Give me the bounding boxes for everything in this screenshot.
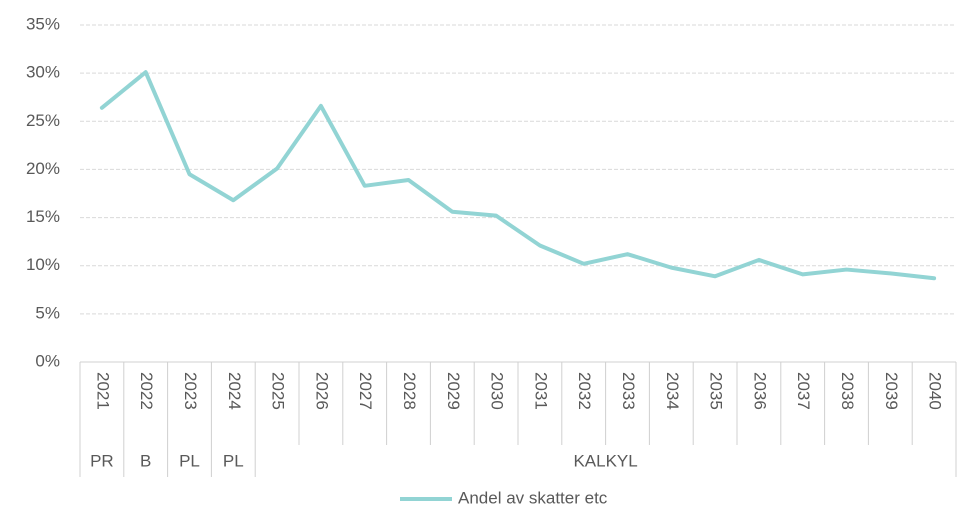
x-tick-label: 2037 bbox=[794, 372, 813, 410]
x-tick-label: 2027 bbox=[356, 372, 375, 410]
x-tick-label: 2035 bbox=[707, 372, 726, 410]
x-tick-label: 2021 bbox=[93, 372, 112, 410]
x-tick-label: 2024 bbox=[225, 372, 244, 410]
y-tick-label: 5% bbox=[35, 303, 60, 322]
x-tick-label: 2023 bbox=[181, 372, 200, 410]
x-tick-label: 2026 bbox=[312, 372, 331, 410]
x-tick-label: 2022 bbox=[137, 372, 156, 410]
legend-label: Andel av skatter etc bbox=[458, 488, 608, 507]
group-label: B bbox=[140, 451, 151, 470]
x-tick-label: 2030 bbox=[488, 372, 507, 410]
y-tick-label: 0% bbox=[35, 351, 60, 370]
group-label: PR bbox=[90, 451, 114, 470]
group-label: PL bbox=[179, 451, 200, 470]
y-tick-label: 30% bbox=[26, 63, 60, 82]
group-label: KALKYL bbox=[573, 451, 637, 470]
x-tick-label: 2038 bbox=[838, 372, 857, 410]
x-tick-label: 2036 bbox=[750, 372, 769, 410]
y-tick-label: 20% bbox=[26, 159, 60, 178]
y-tick-label: 10% bbox=[26, 255, 60, 274]
y-tick-label: 15% bbox=[26, 207, 60, 226]
x-tick-label: 2028 bbox=[400, 372, 419, 410]
x-tick-label: 2033 bbox=[619, 372, 638, 410]
group-label: PL bbox=[223, 451, 244, 470]
x-tick-label: 2025 bbox=[269, 372, 288, 410]
x-tick-label: 2032 bbox=[575, 372, 594, 410]
x-tick-label: 2031 bbox=[531, 372, 550, 410]
x-tick-label: 2029 bbox=[444, 372, 463, 410]
series-line bbox=[99, 70, 937, 281]
x-tick-label: 2040 bbox=[926, 372, 945, 410]
y-tick-label: 25% bbox=[26, 111, 60, 130]
x-tick-label: 2034 bbox=[663, 372, 682, 410]
y-tick-label: 35% bbox=[26, 14, 60, 33]
x-tick-label: 2039 bbox=[882, 372, 901, 410]
